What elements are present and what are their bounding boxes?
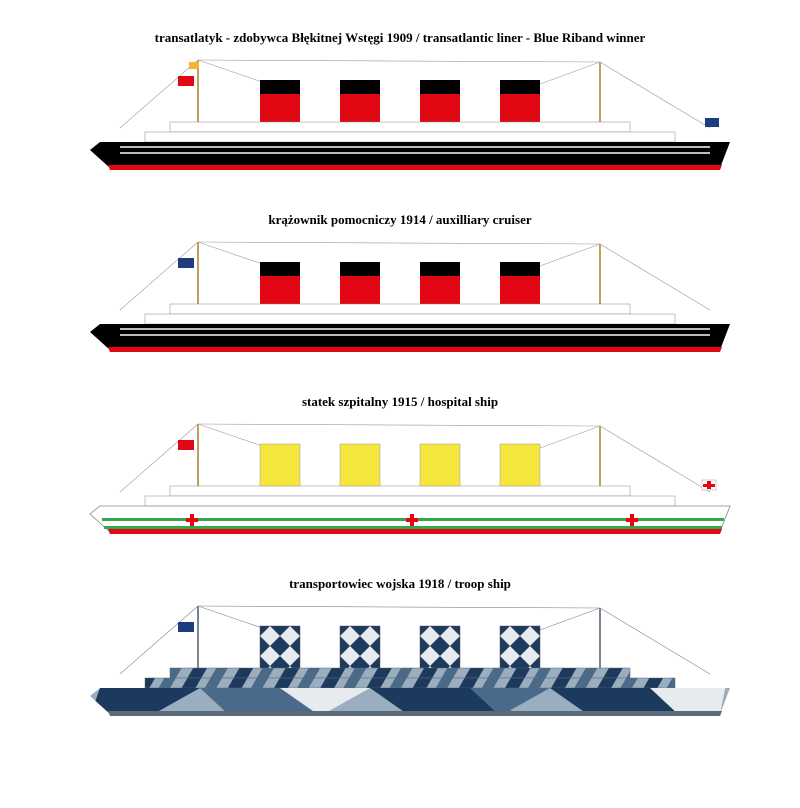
ship-block-cruiser: krążownik pomocniczy 1914 / auxilliary c… [50,212,750,362]
ship-comparison-diagram: transatlatyk - zdobywca Błękitnej Wstęgi… [0,0,800,808]
ship-block-hospital: statek szpitalny 1915 / hospital ship [50,394,750,544]
ship-title: transatlatyk - zdobywca Błękitnej Wstęgi… [50,30,750,46]
ship-block-liner: transatlatyk - zdobywca Błękitnej Wstęgi… [50,30,750,180]
ship-title: krążownik pomocniczy 1914 / auxilliary c… [50,212,750,228]
ship-illustration-cruiser [50,232,750,362]
ship-illustration-liner [50,50,750,180]
ship-block-troopship: transportowiec wojska 1918 / troop ship [50,576,750,726]
ship-title: statek szpitalny 1915 / hospital ship [50,394,750,410]
ship-title: transportowiec wojska 1918 / troop ship [50,576,750,592]
ship-illustration-hospital [50,414,750,544]
ship-illustration-troopship [50,596,750,726]
